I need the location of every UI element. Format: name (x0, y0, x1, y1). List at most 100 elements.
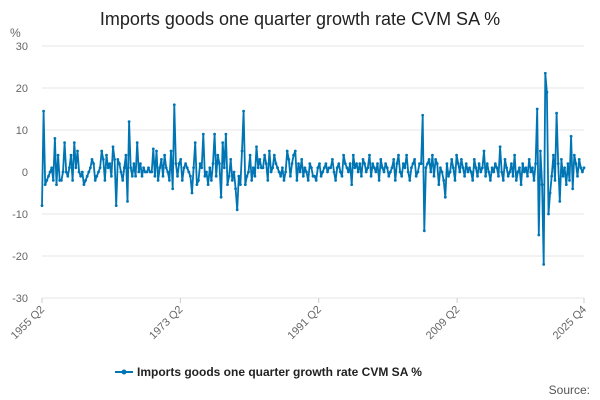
data-point (463, 174, 466, 178)
data-point (581, 170, 584, 174)
data-point (124, 153, 128, 157)
data-point (466, 170, 470, 174)
data-point (130, 174, 134, 178)
data-point (343, 162, 347, 166)
data-point (414, 174, 418, 178)
data-point (76, 149, 79, 153)
data-point (490, 166, 494, 170)
data-point (134, 174, 138, 178)
y-tick-label: 0 (22, 167, 28, 179)
data-point (211, 162, 215, 166)
data-point (389, 170, 392, 174)
data-point (571, 187, 575, 191)
data-point (542, 263, 546, 266)
data-point (263, 153, 266, 157)
data-point (406, 170, 410, 174)
data-point (145, 170, 149, 174)
data-point (485, 162, 489, 166)
data-point (569, 134, 573, 138)
data-point (329, 166, 333, 170)
data-point (350, 183, 354, 187)
data-point (493, 162, 497, 166)
data-point (324, 162, 328, 166)
data-point (401, 162, 405, 166)
data-point (226, 183, 229, 187)
x-axis-tick-labels: 1955 Q2 1973 Q2 1991 Q2 2009 Q2 2025 Q4 (9, 298, 589, 342)
data-point (501, 179, 505, 182)
data-point (206, 183, 210, 187)
data-point (71, 179, 74, 182)
data-point (200, 166, 204, 170)
data-point (421, 113, 425, 117)
data-point (239, 183, 242, 187)
data-point (347, 170, 350, 174)
data-point (342, 153, 345, 157)
data-point (439, 166, 442, 170)
data-point (284, 170, 287, 174)
data-point (285, 149, 289, 153)
data-point (272, 153, 276, 157)
data-point (271, 166, 275, 170)
data-point (363, 162, 366, 166)
data-point (506, 174, 510, 178)
data-point (471, 179, 475, 182)
data-point (297, 162, 300, 166)
data-point (440, 170, 444, 174)
data-point (122, 166, 126, 170)
data-point (537, 233, 541, 237)
data-point (458, 170, 462, 174)
data-point (79, 174, 83, 178)
data-point (248, 153, 252, 157)
data-point (169, 149, 173, 153)
data-point (564, 183, 568, 187)
data-point (229, 158, 233, 161)
data-point (377, 179, 381, 182)
data-point (453, 179, 457, 182)
data-point (224, 132, 228, 136)
data-point (332, 170, 336, 174)
data-point (289, 174, 292, 178)
data-point (201, 132, 205, 136)
data-point (237, 174, 241, 178)
legend[interactable]: Imports goods one quarter growth rate CV… (115, 365, 422, 379)
series-line (41, 72, 585, 266)
data-point (358, 162, 362, 166)
data-point (258, 158, 262, 161)
data-point (218, 162, 221, 166)
data-point (398, 170, 402, 174)
data-point (348, 162, 352, 166)
data-point (219, 195, 223, 199)
data-point (460, 158, 463, 161)
data-point (210, 179, 213, 182)
data-point (140, 174, 144, 178)
data-point (287, 158, 291, 161)
data-point (387, 174, 391, 178)
data-point (158, 166, 162, 170)
data-point (308, 162, 312, 166)
data-point (66, 174, 70, 178)
data-point (182, 166, 186, 170)
data-point (393, 179, 397, 182)
data-point (50, 166, 54, 170)
data-point (331, 158, 334, 161)
data-point (353, 166, 357, 170)
data-point (256, 166, 260, 170)
data-point (74, 166, 78, 170)
data-point (395, 162, 399, 166)
data-point (422, 229, 426, 233)
data-point (101, 158, 105, 161)
data-point (335, 166, 339, 170)
data-point (156, 179, 160, 182)
data-point (540, 183, 544, 187)
data-point (464, 162, 468, 166)
data-point (139, 162, 142, 166)
data-point (48, 170, 52, 174)
data-point (268, 149, 271, 153)
series-imports-goods (40, 71, 586, 266)
data-point (572, 153, 576, 157)
data-point (361, 158, 365, 161)
data-point (116, 158, 120, 161)
data-point (479, 170, 483, 174)
data-point (174, 162, 178, 166)
